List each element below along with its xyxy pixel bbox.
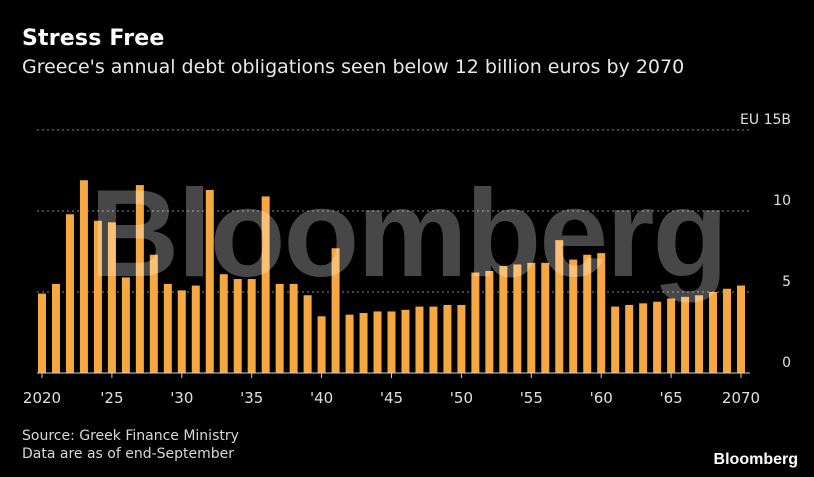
bar-2070: [737, 285, 745, 373]
bar-2027: [135, 185, 144, 373]
bar-2055: [527, 262, 536, 373]
bar-2041: [331, 248, 340, 373]
y-tick-label: 0: [782, 355, 791, 371]
bar-2032: [205, 189, 214, 373]
bar-2025: [107, 222, 116, 373]
bar-2022: [65, 214, 74, 373]
x-tick-label: '65: [659, 389, 682, 407]
bar-2020: [38, 293, 46, 373]
chart-title: Stress Free: [22, 26, 165, 51]
y-tick-label: 10: [773, 193, 791, 209]
x-tick-label: '50: [450, 389, 473, 407]
bar-2060: [597, 253, 606, 373]
bar-2065: [667, 298, 676, 373]
bloomberg-watermark: Bloomberg: [90, 165, 726, 303]
x-tick-label: 2070: [722, 389, 760, 407]
bar-2035: [247, 279, 256, 373]
x-tick-label: '55: [520, 389, 543, 407]
bar-2069: [723, 288, 732, 373]
bar-2021: [51, 283, 60, 373]
bar-2061: [611, 306, 620, 373]
bar-2038: [289, 283, 298, 373]
x-tick-label: '25: [100, 389, 123, 407]
source-line: Source: Greek Finance Ministry: [22, 428, 239, 444]
bar-2057: [555, 240, 564, 373]
x-tick-label: '45: [380, 389, 403, 407]
bar-2058: [569, 259, 578, 373]
bar-2054: [513, 264, 522, 373]
bar-2024: [93, 220, 102, 373]
bar-2047: [415, 306, 424, 373]
bar-2052: [485, 270, 494, 373]
bar-2033: [219, 274, 228, 373]
bar-2051: [471, 272, 480, 373]
bar-2064: [653, 301, 662, 373]
bar-2045: [387, 311, 396, 373]
y-tick-label: EU 15B: [740, 112, 791, 128]
bar-2050: [457, 304, 466, 373]
bar-2067: [695, 295, 704, 373]
bar-2040: [317, 316, 326, 373]
x-tick-label: '60: [590, 389, 613, 407]
chart-subtitle: Greece's annual debt obligations seen be…: [22, 56, 685, 78]
bar-2028: [149, 254, 158, 373]
bar-2026: [121, 277, 130, 373]
bar-2036: [261, 196, 270, 373]
bar-2066: [681, 296, 690, 373]
bar-2034: [233, 279, 242, 373]
bar-2053: [499, 266, 508, 373]
source-note: Source: Greek Finance Ministry Data are …: [22, 427, 239, 463]
bar-2042: [345, 314, 354, 373]
bar-2062: [625, 304, 634, 373]
bar-2023: [79, 180, 88, 373]
bar-2037: [275, 283, 284, 373]
x-tick-label: '35: [240, 389, 263, 407]
bar-2046: [401, 309, 410, 373]
bar-2068: [709, 292, 718, 373]
bloomberg-logo: Bloomberg: [713, 451, 798, 468]
bar-2029: [163, 283, 172, 373]
bar-2063: [639, 303, 648, 373]
bar-2044: [373, 311, 382, 373]
bar-2048: [429, 306, 438, 373]
bar-2031: [191, 285, 200, 373]
bar-2059: [583, 254, 592, 373]
bar-2049: [443, 304, 452, 373]
bar-2056: [541, 262, 550, 373]
bar-2030: [177, 290, 186, 373]
bar-2043: [359, 313, 368, 373]
x-tick-label: '40: [310, 389, 333, 407]
x-tick-label: '30: [170, 389, 193, 407]
y-tick-label: 5: [782, 274, 791, 290]
data-note-line: Data are as of end-September: [22, 446, 235, 462]
bar-2039: [303, 295, 312, 373]
x-tick-label: 2020: [23, 389, 61, 407]
